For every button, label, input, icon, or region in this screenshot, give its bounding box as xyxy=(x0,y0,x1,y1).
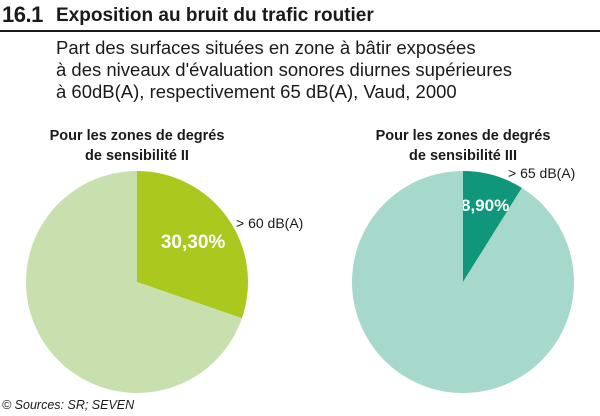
source-note: © Sources: SR; SEVEN xyxy=(2,398,135,412)
subtitle-line: à 60dB(A), respectivement 65 dB(A), Vaud… xyxy=(56,81,457,102)
pie-slice xyxy=(25,171,242,393)
figure-number: 16.1 xyxy=(2,2,43,27)
subtitle-line: Part des surfaces situées en zone à bâti… xyxy=(56,37,476,58)
pie-value-label: 30,30% xyxy=(161,232,226,253)
pie-title-line: de sensibilité II xyxy=(85,148,189,164)
figure-title: Exposition au bruit du trafic routier xyxy=(56,5,374,26)
figure-subtitle: Part des surfaces situées en zone à bâti… xyxy=(56,37,596,103)
pie-slice xyxy=(351,171,574,393)
pie-slice-label: > 65 dB(A) xyxy=(508,165,575,181)
pie-slice xyxy=(463,171,522,282)
pie-title-line: de sensibilité III xyxy=(409,148,517,164)
pie-title-line: Pour les zones de degrés xyxy=(376,128,551,144)
figure-header: 16.1 Exposition au bruit du trafic routi… xyxy=(0,0,600,34)
pie-value-label: 8,90% xyxy=(461,196,509,215)
header-rule xyxy=(0,30,600,32)
pie-slice xyxy=(137,171,248,319)
subtitle-line: à des niveaux d'évaluation sonores diurn… xyxy=(56,59,513,80)
pie-slice-label: > 60 dB(A) xyxy=(236,215,303,231)
pie-title-line: Pour les zones de degrés xyxy=(50,128,225,144)
